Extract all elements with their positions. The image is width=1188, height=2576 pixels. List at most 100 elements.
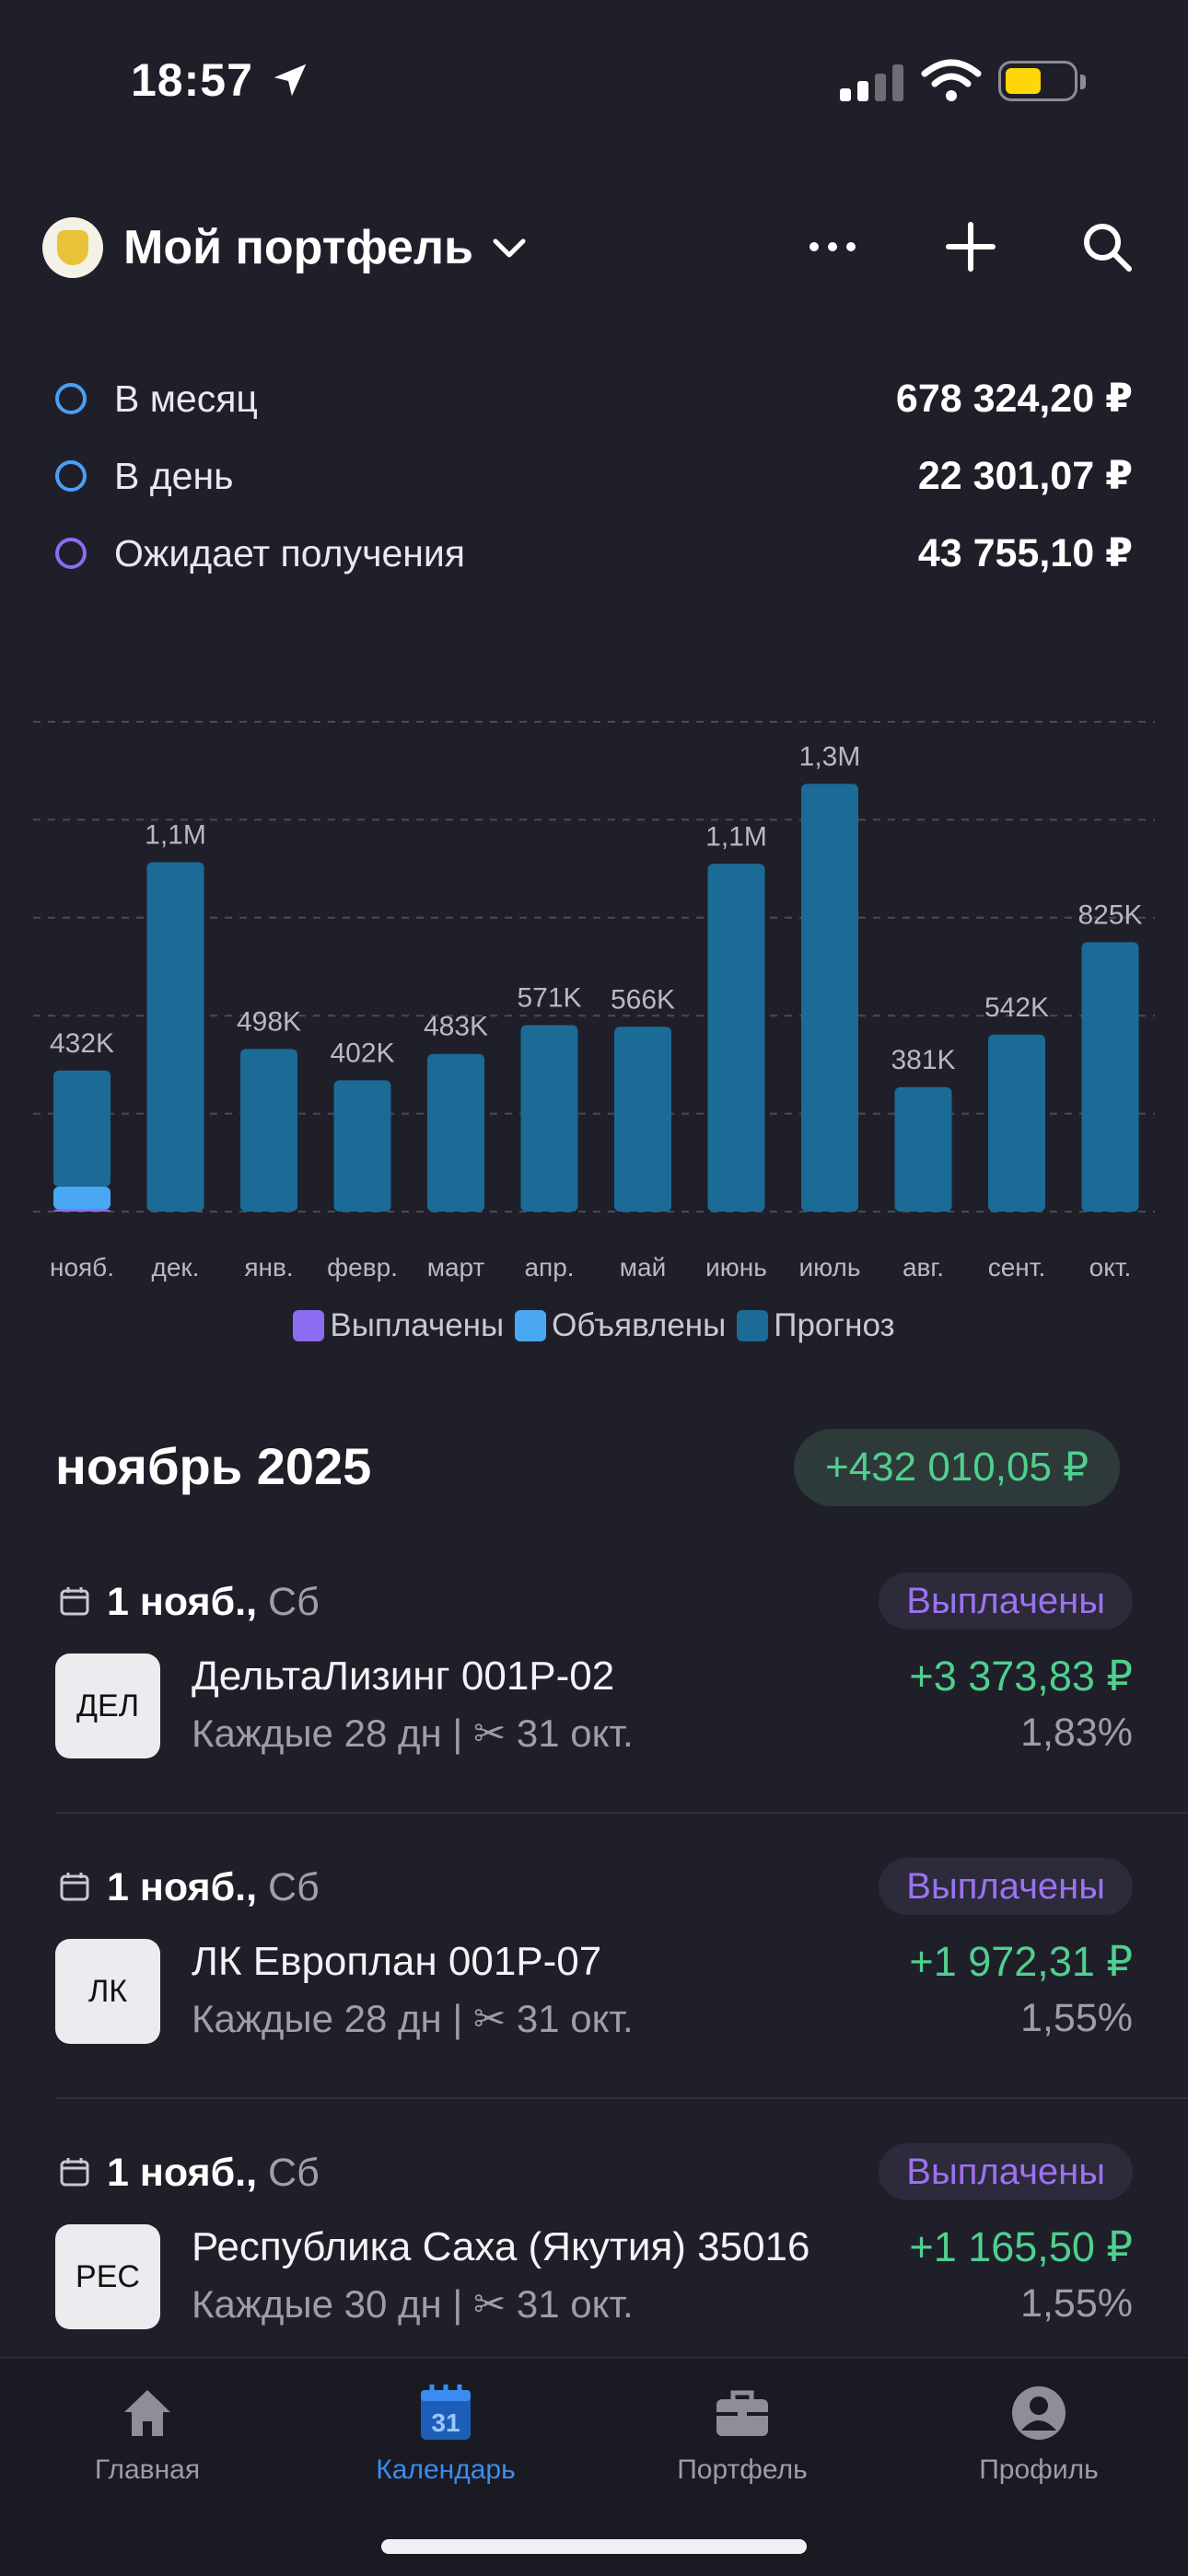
bar-Прогноз[interactable] xyxy=(1081,942,1139,1212)
dividends-bar-chart[interactable]: 432K нояб. 1,1M дек. 498K янв. 402K февр. 483K ма… xyxy=(0,700,1188,1363)
chevron-down-icon[interactable] xyxy=(488,230,530,267)
more-icon[interactable] xyxy=(805,228,860,265)
event-percent: 1,83% xyxy=(1020,1711,1133,1755)
event-percent: 1,55% xyxy=(1020,2281,1133,2326)
summary-label: Ожидает получения xyxy=(114,532,465,574)
bar-value-label: 498K xyxy=(237,1006,301,1037)
bar-Прогноз[interactable] xyxy=(146,862,204,1212)
summary-value: 678 324,20 ₽ xyxy=(895,377,1133,421)
x-tick-label: июль xyxy=(799,1253,861,1282)
summary-row-month: В месяц 678 324,20 ₽ xyxy=(55,372,1133,427)
event-name: ЛК Европлан 001P-07 xyxy=(192,1939,602,1984)
summary-label: В день xyxy=(114,455,234,497)
event-weekday: Сб xyxy=(268,1865,320,1909)
house-icon xyxy=(124,2390,170,2436)
avatar: ДЕЛ xyxy=(55,1654,160,1758)
x-tick-label: май xyxy=(620,1253,666,1282)
bar-value-label: 402K xyxy=(330,1038,394,1068)
status-time: 18:57 xyxy=(131,54,253,106)
tab-label: Профиль xyxy=(979,2454,1099,2485)
bar-value-label: 483K xyxy=(424,1012,488,1042)
bar-Объявлены[interactable] xyxy=(53,1187,111,1210)
tab-calendar[interactable]: 31 Календарь xyxy=(335,2383,556,2486)
tab-home[interactable]: Главная xyxy=(37,2383,258,2486)
summary-value: 43 755,10 ₽ xyxy=(917,531,1133,575)
briefcase-icon xyxy=(716,2390,768,2436)
tab-profile[interactable]: Профиль xyxy=(928,2383,1149,2486)
calendar-icon: 31 xyxy=(421,2385,471,2440)
bar-Прогноз[interactable] xyxy=(520,1025,578,1212)
month-title: ноябрь 2025 xyxy=(55,1437,372,1495)
bar-Прогноз[interactable] xyxy=(240,1049,297,1212)
tab-label: Календарь xyxy=(376,2454,516,2485)
bar-Прогноз[interactable] xyxy=(333,1080,391,1212)
event-amount: +1 165,50 ₽ xyxy=(909,2223,1133,2270)
summary-value: 22 301,07 ₽ xyxy=(917,454,1133,498)
bar-Прогноз[interactable] xyxy=(707,864,765,1212)
bar-Прогноз[interactable] xyxy=(614,1027,671,1212)
x-tick-label: апр. xyxy=(524,1253,574,1282)
tab-portfolio[interactable]: Портфель xyxy=(632,2383,853,2486)
event-schedule: Каждые 28 дн | ✂ 31 окт. xyxy=(192,1712,634,1755)
summary-row-pending: Ожидает получения 43 755,10 ₽ xyxy=(55,527,1133,582)
status-badge: Выплачены xyxy=(879,1858,1133,1915)
bar-Прогноз[interactable] xyxy=(988,1034,1045,1212)
broker-logo xyxy=(42,217,103,278)
event-date-text: 1 нояб., xyxy=(107,1580,258,1624)
bar-value-label: 1,3M xyxy=(799,741,861,772)
bar-value-label: 566K xyxy=(611,984,675,1015)
calendar-small-icon xyxy=(60,1586,89,1616)
portfolio-title[interactable]: Мой портфель xyxy=(123,221,473,274)
bar-Прогноз[interactable] xyxy=(53,1070,111,1188)
event-percent: 1,55% xyxy=(1020,1996,1133,2040)
x-tick-label: янв. xyxy=(244,1253,293,1282)
legend-label: Объявлены xyxy=(552,1307,727,1343)
status-badge: Выплачены xyxy=(879,1572,1133,1630)
summary-dot-icon xyxy=(55,383,87,414)
bar-Прогноз[interactable] xyxy=(427,1053,484,1212)
event-date-text: 1 нояб., xyxy=(107,1865,258,1909)
bar-value-label: 432K xyxy=(50,1028,114,1059)
legend-swatch xyxy=(737,1310,769,1341)
calendar-small-icon xyxy=(60,2157,89,2187)
bar-value-label: 825K xyxy=(1077,899,1142,930)
person-icon xyxy=(1012,2386,1066,2440)
x-tick-label: март xyxy=(427,1253,485,1282)
bar-Прогноз[interactable] xyxy=(801,783,858,1212)
wifi-icon xyxy=(921,59,982,101)
divider xyxy=(55,2097,1188,2099)
cellular-signal-icon xyxy=(840,64,904,101)
calendar-icon-day: 31 xyxy=(431,2408,460,2437)
x-tick-label: сент. xyxy=(988,1253,1046,1282)
summary-dot-icon xyxy=(55,538,87,569)
payment-event[interactable]: 1 нояб., Сб Выплачены ЛК ЛК Европлан 001… xyxy=(55,1858,1133,2064)
home-indicator[interactable] xyxy=(381,2539,807,2554)
event-schedule: Каждые 30 дн | ✂ 31 окт. xyxy=(192,2282,634,2326)
event-schedule: Каждые 28 дн | ✂ 31 окт. xyxy=(192,1997,634,2040)
legend-item: Прогноз xyxy=(737,1307,895,1344)
bar-value-label: 542K xyxy=(984,992,1049,1023)
x-tick-label: авг. xyxy=(903,1253,944,1282)
summary-dot-icon xyxy=(55,460,87,492)
avatar: ЛК xyxy=(55,1939,160,2044)
event-date-text: 1 нояб., xyxy=(107,2151,258,2195)
bar-Выплачены[interactable] xyxy=(53,1209,111,1212)
legend-label: Выплачены xyxy=(330,1307,505,1343)
event-date: 1 нояб., Сб xyxy=(59,2147,320,2199)
event-weekday: Сб xyxy=(268,2151,320,2195)
legend-swatch xyxy=(293,1310,325,1341)
x-tick-label: дек. xyxy=(152,1253,200,1282)
summary-row-day: В день 22 301,07 ₽ xyxy=(55,449,1133,505)
payment-event[interactable]: 1 нояб., Сб Выплачены РЕС Республика Сах… xyxy=(55,2143,1133,2350)
add-icon[interactable] xyxy=(943,219,998,274)
legend-label: Прогноз xyxy=(774,1307,895,1343)
bar-Прогноз[interactable] xyxy=(894,1086,952,1212)
divider xyxy=(55,1812,1188,1814)
event-name: ДельтаЛизинг 001P-02 xyxy=(192,1654,615,1699)
event-date: 1 нояб., Сб xyxy=(59,1862,320,1913)
legend-item: Выплачены xyxy=(293,1307,504,1344)
x-tick-label: февр. xyxy=(327,1253,398,1282)
payment-event[interactable]: 1 нояб., Сб Выплачены ДЕЛ ДельтаЛизинг 0… xyxy=(55,1572,1133,1779)
bar-value-label: 1,1M xyxy=(705,821,767,852)
search-icon[interactable] xyxy=(1079,219,1135,274)
